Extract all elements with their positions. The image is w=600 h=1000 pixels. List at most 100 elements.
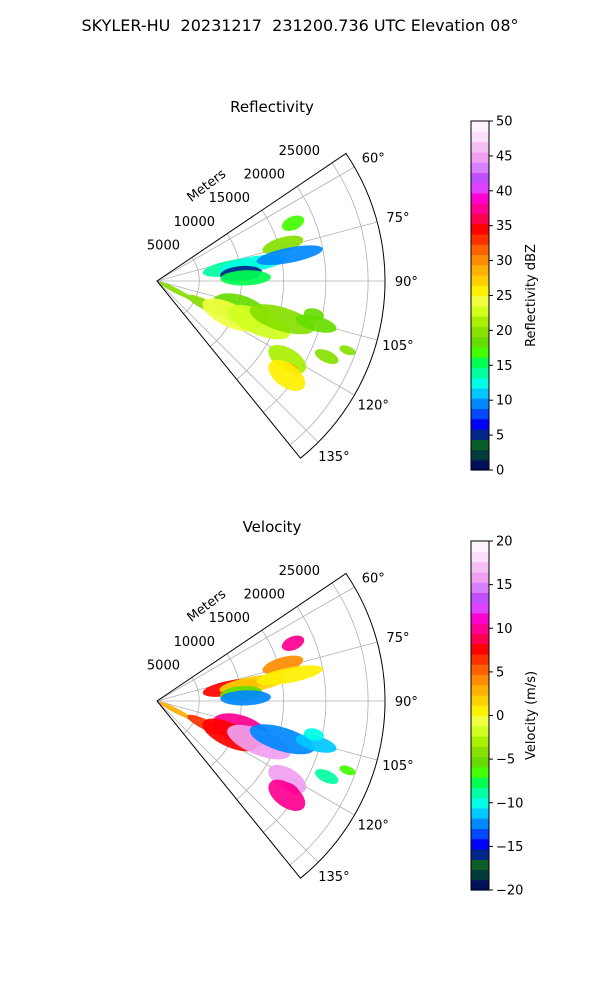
angle-tick-label: 105° (382, 339, 413, 354)
colorbar-swatch (471, 131, 489, 143)
colorbar-swatch (471, 121, 489, 132)
range-ring (289, 582, 369, 866)
radial-tick-label: 5000 (147, 658, 180, 673)
echo-region (339, 765, 356, 776)
colorbar-swatch (471, 141, 489, 153)
colorbar-swatch (471, 377, 489, 389)
colorbar-swatch (471, 541, 489, 552)
colorbar-swatch (471, 244, 489, 256)
polar-grid (156, 162, 385, 446)
angle-tick-label: 60° (362, 151, 385, 166)
colorbar-swatch (471, 869, 489, 881)
colorbar-swatch (471, 633, 489, 645)
polar-grid (156, 582, 385, 866)
colorbar-swatch (471, 848, 489, 860)
range-ring (209, 653, 242, 767)
echo-region (220, 690, 271, 706)
colorbar-swatch (471, 264, 489, 276)
colorbar-tick-label: 45 (496, 149, 513, 164)
colorbar-swatch (471, 807, 489, 819)
colorbar-swatch (471, 715, 489, 727)
colorbar-swatch (471, 766, 489, 778)
radial-tick-label: 10000 (174, 635, 215, 650)
echo-region (249, 304, 315, 335)
colorbar-tick-label: 0 (496, 709, 504, 724)
echo-region (262, 655, 304, 675)
colorbar-swatch (471, 223, 489, 235)
colorbar-tick-label: 20 (496, 324, 513, 339)
colorbar-swatch (471, 705, 489, 717)
azimuth-line (156, 166, 355, 282)
angle-tick-label: 120° (358, 399, 389, 414)
colorbar-swatch (471, 828, 489, 840)
colorbar-tick-label: −20 (496, 884, 523, 899)
angle-tick-label: 75° (386, 631, 409, 646)
colorbar-swatch (471, 643, 489, 655)
colorbar-tick-label: −15 (496, 840, 523, 855)
colorbar-swatch (471, 357, 489, 368)
colorbar-swatch (471, 684, 489, 696)
range-ring (236, 209, 285, 380)
echo-region (295, 314, 337, 333)
colorbar-tick-label: 30 (496, 254, 513, 269)
colorbar-swatch (471, 305, 489, 317)
echo-layer (159, 215, 356, 391)
colorbar-swatch (471, 653, 489, 665)
colorbar-label: Velocity (m/s) (524, 671, 539, 760)
colorbar-swatch (471, 777, 489, 788)
echo-region (295, 734, 337, 753)
colorbar-swatch (471, 694, 489, 706)
figure-title: SKYLER-HU 20231217 231200.736 UTC Elevat… (81, 16, 519, 35)
radial-tick-label: 5000 (147, 238, 180, 253)
colorbar-swatch (471, 408, 489, 420)
radial-tick-label: 20000 (244, 168, 285, 183)
angle-tick-label: 90° (395, 695, 418, 710)
echo-region (262, 235, 304, 255)
range-ring (209, 233, 242, 347)
echo-region (268, 359, 306, 391)
colorbar-swatch (471, 746, 489, 758)
colorbar-swatch (471, 623, 489, 634)
angle-tick-label: 75° (386, 211, 409, 226)
colorbar-tick-label: 5 (496, 429, 504, 444)
colorbar-swatch (471, 274, 489, 286)
colorbar-tick-label: 5 (496, 665, 504, 680)
chart-panel-reflectivity: Reflectivity60°75°90°105°120°135°5000100… (147, 98, 539, 479)
echo-region (159, 281, 193, 300)
colorbar-swatch (471, 612, 489, 624)
angle-tick-label: 90° (395, 275, 418, 290)
colorbar-swatch (471, 203, 489, 214)
colorbar-swatch (471, 418, 489, 430)
colorbar-tick-label: 15 (496, 359, 513, 374)
colorbar-swatch (471, 602, 489, 614)
echo-region (303, 728, 324, 741)
echo-region (268, 344, 307, 374)
colorbar-swatch (471, 818, 489, 830)
azimuth-line (156, 700, 319, 863)
azimuth-line (156, 586, 355, 702)
echo-region (339, 345, 356, 356)
colorbar-swatch (471, 162, 489, 173)
colorbar-tick-label: −10 (496, 796, 523, 811)
colorbar-swatch (471, 664, 489, 676)
colorbar-tick-label: 15 (496, 578, 513, 593)
colorbar-swatch (471, 725, 489, 737)
echo-region (256, 245, 323, 266)
chart-title: Velocity (243, 518, 302, 536)
angle-tick-label: 135° (318, 870, 349, 885)
colorbar-swatch (471, 561, 489, 573)
range-ring (289, 162, 369, 446)
colorbar-swatch (471, 879, 489, 891)
colorbar-tick-label: 0 (496, 464, 504, 479)
colorbar-swatch (471, 439, 489, 451)
colorbar-tick-label: 35 (496, 219, 513, 234)
colorbar-swatch (471, 797, 489, 809)
colorbar-swatch (471, 398, 489, 410)
colorbar-swatch (471, 336, 489, 348)
colorbar-swatch (471, 838, 489, 850)
colorbar-tick-label: 10 (496, 394, 513, 409)
angle-tick-label: 105° (382, 759, 413, 774)
echo-region (281, 215, 305, 232)
angle-tick-label: 135° (318, 450, 349, 465)
colorbar-swatch (471, 316, 489, 327)
